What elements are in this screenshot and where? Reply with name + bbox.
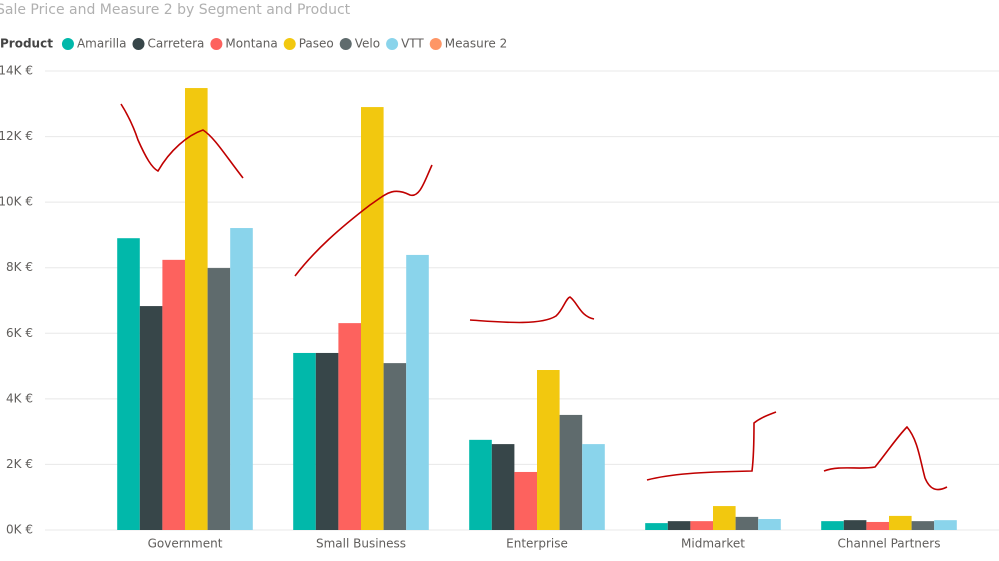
- bar: [514, 471, 537, 530]
- bar: [469, 439, 492, 530]
- labels: 0K € 2K € 4K € 6K € 8K € 10K € 12K € 14K € Gover…: [0, 64, 940, 551]
- annotation: [294, 164, 433, 277]
- bar: [821, 521, 844, 530]
- y-tick-label: 12K €: [0, 129, 33, 143]
- bar: [293, 352, 316, 530]
- y-tick-label: 6K €: [6, 326, 33, 340]
- legend: Amarilla Carretera Montana Paseo Velo VTT Meas…: [61, 37, 507, 51]
- bar: [117, 238, 140, 530]
- y-tick-label: 10K €: [0, 195, 33, 209]
- legend-label: VTT: [401, 37, 424, 51]
- bar: [713, 506, 736, 530]
- legend-label: Paseo: [299, 37, 334, 51]
- annotation: [823, 425, 948, 491]
- x-tick-label: Channel Partners: [838, 537, 941, 551]
- bar: [758, 519, 781, 530]
- annotation: [120, 103, 244, 179]
- bar: [911, 521, 935, 530]
- bar: [559, 414, 583, 530]
- x-tick-label: Enterprise: [506, 537, 568, 551]
- y-tick-label: 2K €: [6, 457, 33, 471]
- hand-drawn-annotations: [120, 103, 948, 491]
- bar: [207, 268, 231, 530]
- legend-label: Velo: [355, 37, 380, 51]
- bar: [185, 88, 208, 530]
- x-tick-label: Small Business: [316, 537, 406, 551]
- legend-swatch: [339, 38, 352, 50]
- legend-label: Measure 2: [445, 37, 507, 51]
- bar: [690, 521, 713, 530]
- bar: [582, 444, 605, 530]
- bars: [117, 88, 957, 531]
- bar: [406, 254, 429, 530]
- bar: [735, 516, 759, 530]
- bar: [361, 107, 384, 531]
- bar: [645, 523, 668, 530]
- x-tick-label: Midmarket: [681, 537, 745, 551]
- y-tick-label: 0K €: [6, 523, 33, 537]
- x-tick-label: Government: [148, 537, 223, 551]
- legend-swatch: [132, 38, 145, 50]
- bar: [866, 521, 889, 530]
- annotation: [646, 411, 777, 481]
- legend-swatch: [386, 38, 399, 50]
- bar: [139, 306, 163, 530]
- y-tick-label: 8K €: [6, 260, 33, 274]
- legend-swatch: [429, 38, 442, 50]
- bar: [315, 352, 339, 530]
- bar: [230, 228, 253, 530]
- legend-label: Carretera: [148, 37, 205, 51]
- bar: [537, 370, 560, 530]
- bar: [383, 363, 407, 530]
- legend-label: Amarilla: [77, 37, 127, 51]
- bar: [162, 259, 185, 530]
- legend-swatch: [283, 38, 296, 50]
- bar: [667, 521, 691, 530]
- y-tick-label: 4K €: [6, 391, 33, 405]
- annotation: [469, 296, 595, 324]
- bar: [491, 444, 515, 530]
- bar: [934, 520, 957, 530]
- legend-swatch: [210, 38, 223, 50]
- bar: [843, 520, 867, 530]
- legend-swatch: [61, 38, 74, 50]
- legend-title: Product: [0, 37, 53, 51]
- legend-label: Montana: [225, 37, 277, 51]
- y-tick-label: 14K €: [0, 64, 33, 78]
- bar: [338, 323, 361, 530]
- bar: [889, 515, 912, 530]
- chart-title: Sale Price and Measure 2 by Segment and …: [0, 2, 351, 18]
